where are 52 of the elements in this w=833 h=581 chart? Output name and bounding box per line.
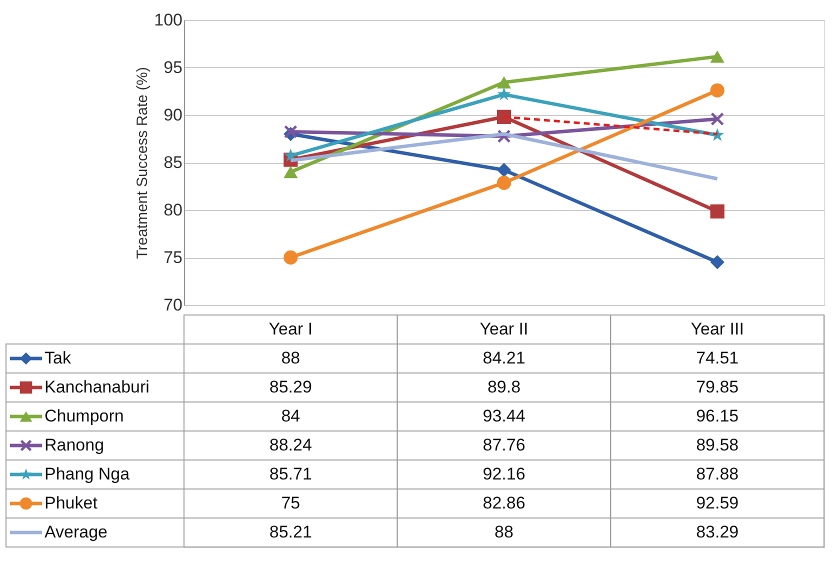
x-tick-label: Year I xyxy=(268,320,313,338)
data-label: 88 xyxy=(494,522,514,542)
point xyxy=(284,250,298,265)
data-label: 79.85 xyxy=(696,378,739,396)
point xyxy=(496,176,512,190)
point xyxy=(710,50,724,63)
data-label: 84.21 xyxy=(482,348,526,368)
data-label: 82.86 xyxy=(482,494,526,512)
data-label: 87.88 xyxy=(696,464,739,484)
legend-label: Phang Nga xyxy=(44,464,130,484)
legend-label: Average xyxy=(44,522,108,542)
data-label: 88.24 xyxy=(269,436,312,454)
point xyxy=(496,110,512,124)
point xyxy=(496,162,512,178)
data-label: 85.29 xyxy=(269,378,312,396)
data-label: 75 xyxy=(281,494,300,512)
y-tick-label: 95 xyxy=(164,58,182,77)
legend-label: Ranong xyxy=(44,436,104,454)
data-label: 85.21 xyxy=(269,522,312,542)
point xyxy=(284,124,298,138)
point xyxy=(284,166,298,178)
y-axis-title: Treatment Success Rate (%) xyxy=(134,66,152,260)
y-tick-label: 90 xyxy=(164,106,182,124)
data-label: 92.59 xyxy=(696,494,739,512)
data-label: 93.44 xyxy=(482,406,526,426)
legend-label: Phuket xyxy=(44,494,98,512)
point xyxy=(496,76,512,88)
data-label: 74.51 xyxy=(696,348,739,368)
data-label: 92.16 xyxy=(482,464,526,484)
data-label: 89.58 xyxy=(696,436,739,454)
y-tick-label: 80 xyxy=(164,200,182,220)
legend-label: Tak xyxy=(44,348,72,368)
point xyxy=(710,204,724,218)
data-label: 87.76 xyxy=(482,436,526,454)
data-label: 84 xyxy=(281,406,300,426)
x-tick-label: Year III xyxy=(690,320,744,338)
point xyxy=(710,255,724,270)
x-tick-label: Year II xyxy=(480,320,528,338)
y-tick-label: 75 xyxy=(164,248,182,267)
legend-label: Chumporn xyxy=(44,406,124,426)
point xyxy=(710,112,724,126)
point xyxy=(710,83,724,98)
data-label: 89.8 xyxy=(487,378,521,396)
data-label: 88 xyxy=(281,348,300,368)
y-tick-label: 70 xyxy=(164,296,182,314)
y-tick-label: 100 xyxy=(154,10,182,30)
data-label: 83.29 xyxy=(696,522,739,542)
data-label: 85.71 xyxy=(269,464,312,484)
y-tick-label: 85 xyxy=(164,153,182,172)
data-label: 96.15 xyxy=(696,406,739,426)
point xyxy=(497,87,511,100)
legend-label: Kanchanaburi xyxy=(44,378,150,396)
